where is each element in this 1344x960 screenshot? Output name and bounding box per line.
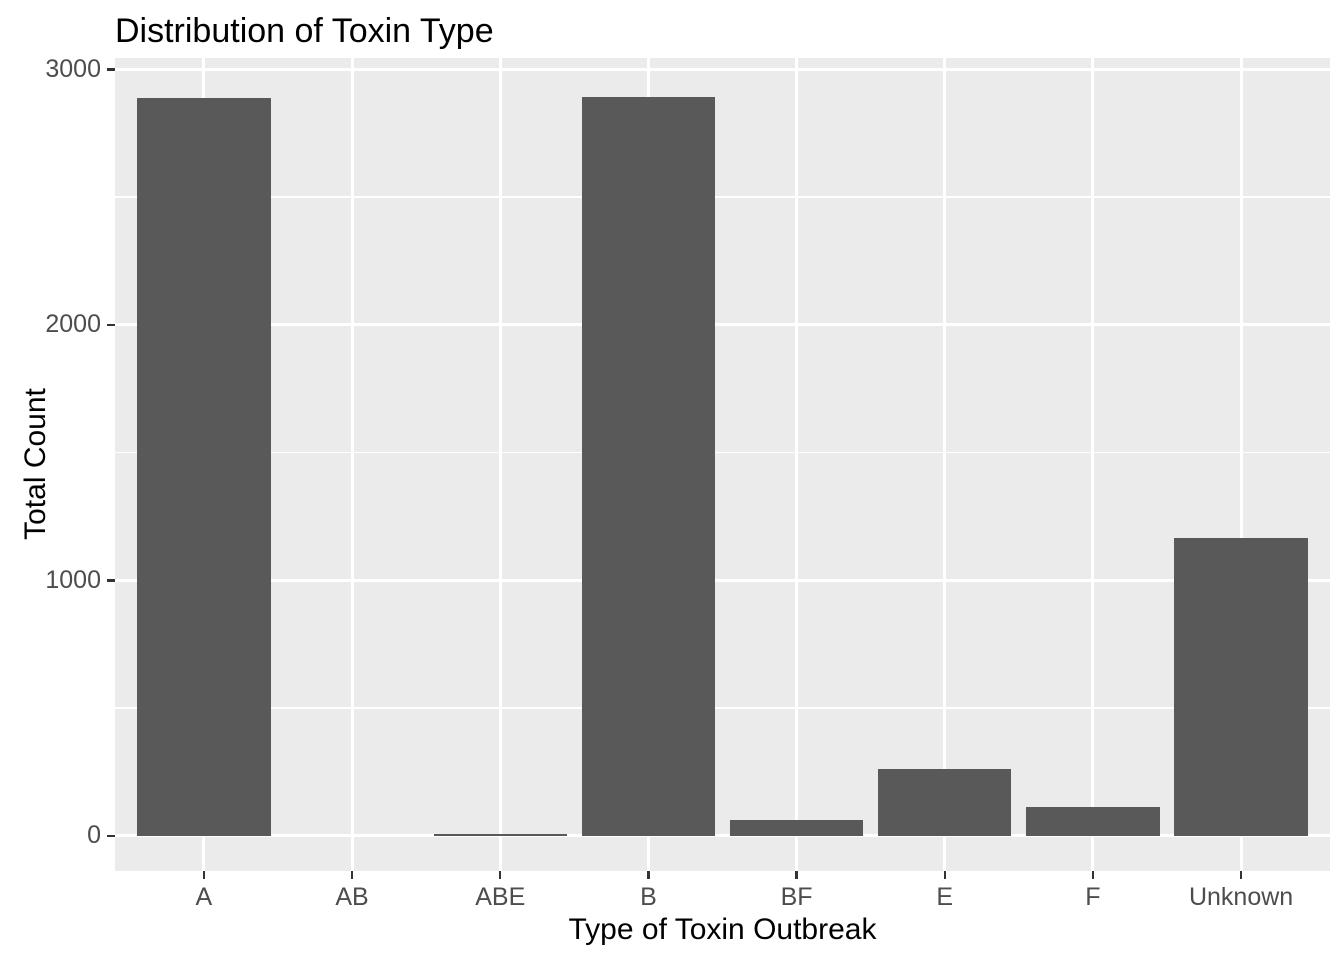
gridline-minor-500 [115, 707, 1330, 709]
gridline-category-E [943, 58, 947, 871]
x-tick-label-E: E [936, 883, 954, 911]
gridline-category-Unknown [1239, 58, 1243, 871]
gridline-major-3000 [115, 67, 1330, 71]
x-tick-label-B: B [640, 883, 657, 911]
bar-F [1026, 807, 1160, 836]
chart-title: Distribution of Toxin Type [115, 12, 494, 50]
y-tick-mark-2000 [107, 323, 115, 327]
x-tick-mark-BF [795, 871, 798, 879]
y-tick-label-1000: 1000 [45, 565, 101, 594]
bar-Unknown [1174, 537, 1308, 836]
x-tick-label-AB: AB [335, 883, 369, 911]
x-tick-mark-ABE [498, 871, 502, 879]
gridline-category-AB [350, 58, 354, 871]
x-tick-mark-A [202, 871, 206, 879]
bar-ABE [433, 833, 567, 836]
y-tick-label-0: 0 [87, 821, 101, 850]
gridline-major-1000 [115, 578, 1330, 582]
x-axis-title: Type of Toxin Outbreak [568, 913, 877, 946]
gridline-category-ABE [498, 58, 502, 871]
gridline-category-F [1091, 58, 1095, 871]
bar-BF [729, 819, 864, 836]
y-tick-mark-0 [107, 834, 115, 838]
y-axis-title: Total Count [19, 388, 52, 540]
gridline-major-0 [115, 834, 1330, 838]
x-tick-label-BF: BF [780, 883, 813, 911]
y-tick-mark-1000 [107, 579, 115, 582]
gridline-category-BF [795, 58, 799, 871]
gridline-minor-1500 [115, 451, 1330, 454]
x-tick-mark-Unknown [1239, 871, 1243, 879]
bar-B [581, 96, 716, 836]
y-tick-mark-3000 [107, 68, 115, 71]
x-tick-label-F: F [1085, 883, 1101, 911]
x-tick-label-ABE: ABE [475, 883, 526, 911]
gridline-minor-2500 [115, 196, 1330, 198]
y-tick-label-2000: 2000 [45, 310, 101, 339]
x-tick-mark-AB [350, 871, 354, 879]
x-tick-label-A: A [195, 883, 213, 911]
x-tick-label-Unknown: Unknown [1188, 883, 1294, 911]
y-tick-label-3000: 3000 [45, 54, 101, 83]
gridline-major-2000 [115, 323, 1330, 327]
x-tick-mark-E [943, 871, 946, 879]
plot-panel [115, 58, 1330, 871]
x-tick-mark-F [1091, 871, 1095, 879]
bar-E [878, 768, 1012, 836]
bar-A [137, 97, 271, 836]
x-tick-mark-B [647, 871, 650, 879]
